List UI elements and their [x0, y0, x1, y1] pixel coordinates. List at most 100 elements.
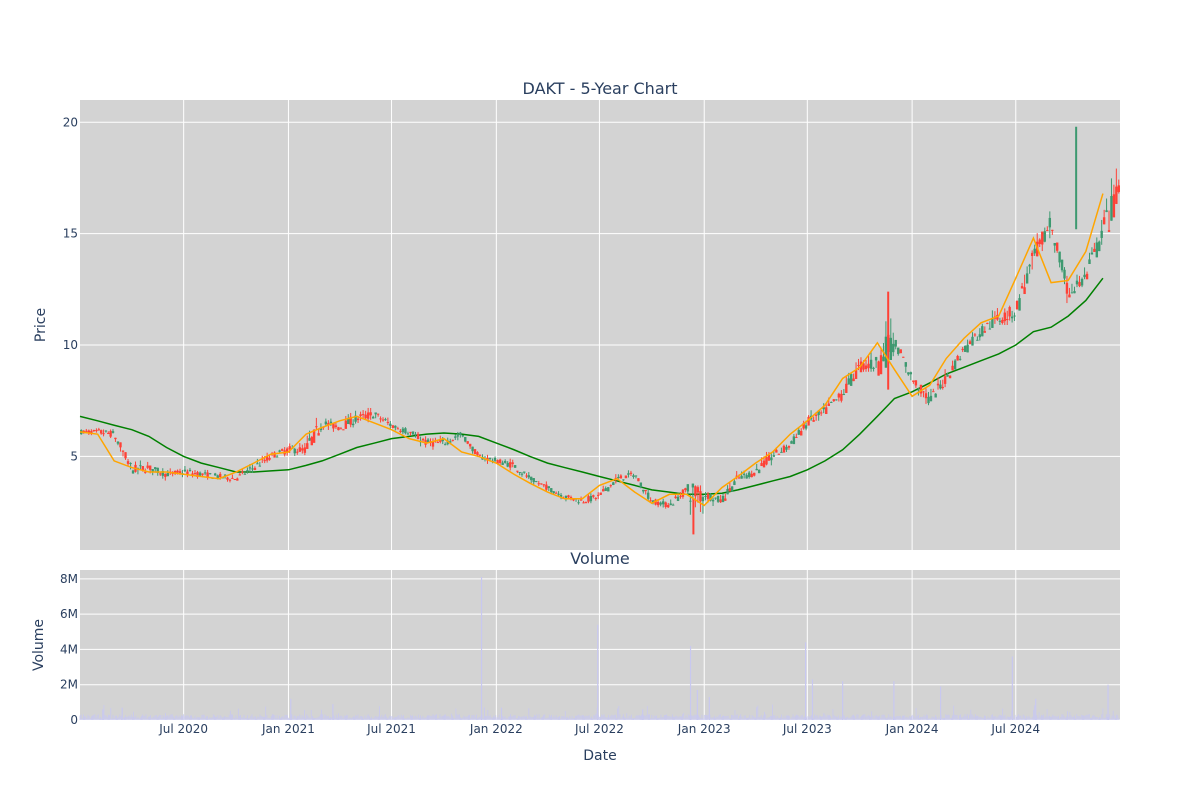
- candle-body: [411, 431, 415, 435]
- candle-body: [471, 446, 474, 452]
- candle-body: [1051, 229, 1054, 231]
- candle-body: [696, 487, 700, 493]
- candle-body: [148, 465, 152, 470]
- candle-body: [426, 439, 430, 443]
- candle-body: [651, 500, 655, 503]
- candle-body: [146, 465, 149, 468]
- candle-body: [191, 473, 194, 476]
- candle-body: [726, 488, 729, 495]
- candle-body: [684, 488, 687, 491]
- date-tick-label: Jul 2024: [990, 722, 1040, 736]
- candle-body: [154, 467, 157, 470]
- candle-body: [139, 465, 142, 467]
- candle-body: [268, 458, 271, 460]
- candle-body: [296, 451, 299, 453]
- candle-body: [1117, 185, 1120, 192]
- candle-body: [356, 418, 360, 421]
- candle-body: [797, 430, 800, 435]
- candle-body: [537, 483, 540, 485]
- candle-body: [527, 475, 531, 478]
- candle-body: [597, 494, 600, 496]
- candle-body: [800, 430, 803, 436]
- candle-body: [704, 495, 707, 497]
- candle-body: [627, 473, 630, 475]
- candle-body: [701, 497, 705, 502]
- candle-body: [572, 499, 575, 501]
- candle-body: [819, 412, 823, 414]
- candle-body: [864, 365, 868, 370]
- candle-body: [956, 355, 959, 361]
- candle-body: [406, 433, 410, 435]
- candle-body: [332, 423, 335, 429]
- candle-body: [946, 374, 949, 377]
- candle-body: [396, 428, 400, 430]
- candle-body: [552, 491, 555, 494]
- candle-body: [775, 449, 778, 453]
- candle-body: [929, 395, 933, 402]
- candle-body: [401, 428, 405, 433]
- candle-body: [899, 349, 902, 354]
- candle-body: [914, 380, 918, 386]
- candle-body: [456, 435, 460, 437]
- candle-body: [256, 463, 259, 465]
- candle-body: [1063, 269, 1066, 279]
- candle-body: [506, 462, 509, 467]
- candle-body: [867, 363, 870, 369]
- candle-body: [208, 473, 212, 475]
- candle-body: [699, 491, 702, 502]
- candle-body: [114, 437, 117, 440]
- candle-body: [431, 441, 435, 447]
- candle-body: [329, 421, 333, 424]
- ma-short-line: [79, 193, 1104, 507]
- candle-body: [617, 477, 620, 479]
- candle-body: [347, 418, 350, 424]
- tick-labels: 5 10 15 20 0 2M 4M 6M 8M Jul 2020 Jan 2021 Jul 2021…: [60, 115, 1040, 736]
- candle-body: [310, 437, 314, 446]
- candle-body: [389, 423, 392, 426]
- price-tick-label: 10: [63, 338, 78, 352]
- candle-body: [884, 336, 888, 368]
- candle-body: [661, 501, 665, 505]
- candle-body: [780, 451, 783, 453]
- candle-body: [246, 470, 249, 472]
- candle-body: [939, 384, 942, 389]
- date-tick-label: Jul 2023: [782, 722, 832, 736]
- candle-body: [750, 473, 753, 478]
- candle-body: [609, 485, 612, 487]
- candle-body: [904, 362, 908, 367]
- candle-body: [674, 496, 677, 499]
- candle-body: [87, 430, 91, 434]
- candle-body: [612, 482, 615, 485]
- candle-body: [924, 393, 928, 399]
- candle-body: [493, 457, 497, 461]
- candle-body: [178, 471, 182, 474]
- candle-body: [317, 433, 320, 436]
- candle-body: [449, 441, 452, 443]
- candle-body: [1080, 278, 1084, 286]
- candle-body: [156, 467, 159, 474]
- candle-body: [342, 429, 345, 431]
- candle-body: [1030, 252, 1034, 256]
- candle-body: [82, 430, 85, 432]
- candle-body: [243, 473, 247, 475]
- candle-body: [859, 361, 863, 373]
- candle-body: [90, 431, 93, 434]
- candle-body: [1046, 230, 1049, 232]
- price-tick-label: 15: [63, 227, 78, 241]
- candle-body: [936, 383, 940, 386]
- candle-body: [919, 384, 923, 394]
- candle-body: [439, 440, 442, 442]
- candle-body: [1085, 273, 1089, 280]
- candle-body: [733, 481, 736, 485]
- candle-body: [966, 344, 969, 353]
- candle-body: [814, 414, 818, 416]
- candle-body: [644, 490, 647, 492]
- candle-body: [637, 478, 640, 482]
- date-tick-label: Jan 2021: [261, 722, 315, 736]
- candle-body: [166, 473, 169, 477]
- candle-body: [755, 468, 758, 471]
- candle-body: [1020, 286, 1024, 289]
- candle-body: [359, 414, 362, 417]
- date-tick-label: Jul 2020: [158, 722, 208, 736]
- candle-body: [624, 475, 628, 479]
